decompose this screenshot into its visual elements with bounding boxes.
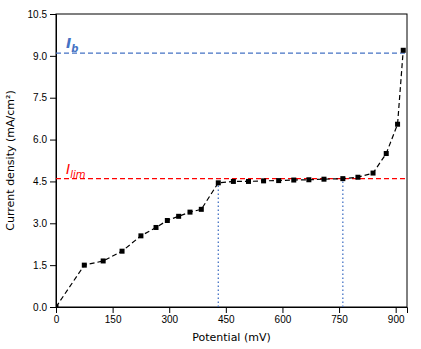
- tick: 600: [275, 307, 292, 325]
- tick-mark: [50, 265, 56, 266]
- data-point: [395, 122, 400, 127]
- tick-mark: [113, 307, 114, 313]
- tick-mark: [50, 181, 56, 182]
- tick-mark: [50, 98, 56, 99]
- data-point: [384, 151, 389, 156]
- tick: 0.0: [33, 302, 56, 313]
- tick-mark: [50, 56, 56, 57]
- data-point: [291, 178, 296, 183]
- tick: 0: [54, 307, 60, 325]
- axis-line: [57, 308, 408, 314]
- data-point: [321, 177, 326, 182]
- tick-label: 450: [218, 314, 235, 325]
- vertical-line: [342, 179, 343, 307]
- data-point: [355, 175, 360, 180]
- x-axis: 0 150 300 450 600 750 900: [54, 307, 408, 325]
- tick: 900: [388, 307, 405, 325]
- tick: 450: [218, 307, 235, 325]
- x-axis-title: Potential (mV): [192, 331, 271, 344]
- tick-mark: [226, 307, 227, 313]
- tick: 150: [105, 307, 122, 325]
- tick-label: 600: [275, 314, 292, 325]
- tick-label: 4.5: [33, 176, 47, 187]
- tick-mark: [339, 307, 340, 313]
- data-point: [120, 249, 125, 254]
- data-point: [371, 171, 376, 176]
- data-point: [199, 207, 204, 212]
- data-point: [154, 225, 159, 230]
- tick-label: 150: [105, 314, 122, 325]
- data-point: [231, 179, 236, 184]
- data-point: [246, 179, 251, 184]
- tick: 10.5: [28, 9, 56, 20]
- reference-label: Ilim: [66, 161, 86, 180]
- tick: 7.5: [33, 92, 56, 103]
- tick-label: 750: [331, 314, 348, 325]
- data-point: [340, 176, 345, 181]
- chart: 0 150 300 450 600 750 900 0.0 1.5 3.0 4.5 6.0 7.5 9.0…: [0, 0, 421, 349]
- tick-label: 0.0: [33, 302, 47, 313]
- data-line: [56, 50, 403, 307]
- tick-mark: [50, 307, 56, 308]
- tick: 9.0: [33, 51, 56, 62]
- plot-area: [56, 48, 407, 307]
- data-point: [82, 263, 87, 268]
- y-axis: 0.0 1.5 3.0 4.5 6.0 7.5 9.0 10.5: [28, 9, 57, 313]
- tick: 300: [161, 307, 178, 325]
- tick: 1.5: [33, 260, 56, 271]
- data-point: [138, 233, 143, 238]
- plot-frame: [56, 14, 407, 307]
- reference-line: [56, 52, 407, 53]
- data-point: [261, 178, 266, 183]
- data-point: [306, 177, 311, 182]
- data-point: [101, 258, 106, 263]
- tick-label: 6.0: [33, 134, 47, 145]
- tick: 3.0: [33, 218, 56, 229]
- data-point: [187, 210, 192, 215]
- tick-label: 10.5: [28, 9, 48, 20]
- reference-label: Ib: [66, 35, 78, 54]
- tick-label: 300: [161, 314, 178, 325]
- tick-mark: [50, 223, 56, 224]
- data-point: [276, 178, 281, 183]
- tick-label: 7.5: [33, 92, 47, 103]
- tick-mark: [396, 307, 397, 313]
- data-point: [165, 218, 170, 223]
- data-point: [176, 214, 181, 219]
- data-point: [56, 305, 59, 308]
- tick: 750: [331, 307, 348, 325]
- data-point: [216, 180, 221, 185]
- tick-mark: [282, 307, 283, 313]
- tick: 4.5: [33, 176, 56, 187]
- tick-mark: [50, 140, 56, 141]
- tick-label: 900: [388, 314, 405, 325]
- tick-label: 1.5: [33, 260, 47, 271]
- tick-mark: [169, 307, 170, 313]
- tick-mark: [50, 14, 56, 15]
- tick-label: 9.0: [33, 51, 47, 62]
- tick: 6.0: [33, 134, 56, 145]
- data-point: [401, 48, 406, 53]
- tick-label: 0: [54, 314, 60, 325]
- y-axis-title: Current density (mA/cm²): [4, 90, 17, 230]
- tick-label: 3.0: [33, 218, 47, 229]
- vertical-line: [218, 179, 219, 307]
